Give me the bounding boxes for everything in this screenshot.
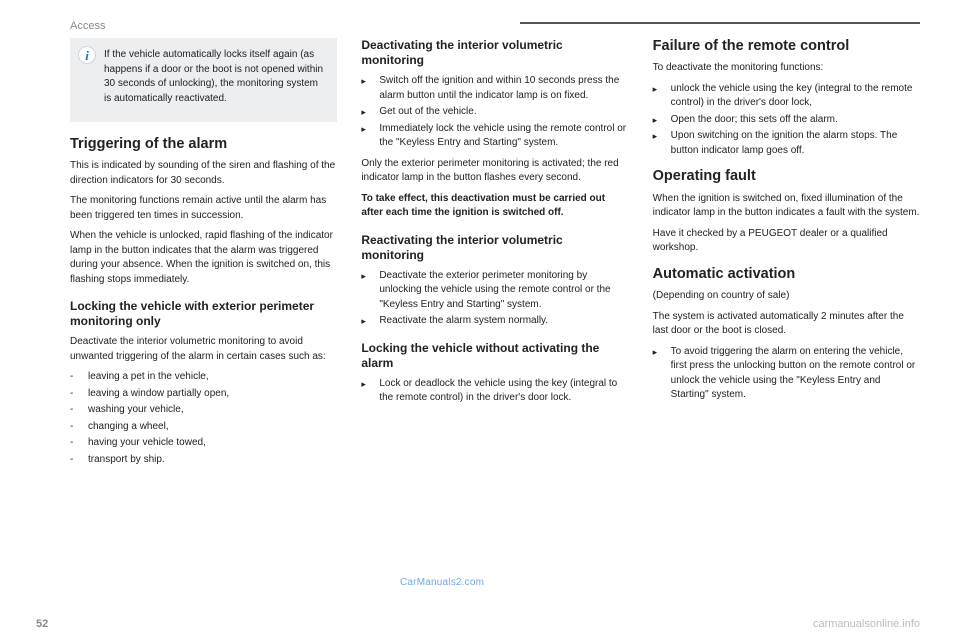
list-item: Reactivate the alarm system normally. — [361, 314, 628, 329]
list-item: unlock the vehicle using the key (integr… — [653, 82, 920, 111]
list-item: To avoid triggering the alarm on enterin… — [653, 345, 920, 403]
subheading-locking-perimeter: Locking the vehicle with exterior perime… — [70, 299, 337, 329]
list-item: Lock or deadlock the vehicle using the k… — [361, 377, 628, 406]
list-item: leaving a pet in the vehicle, — [70, 370, 337, 385]
subheading-reactivate-interior: Reactivating the interior volumetric mon… — [361, 233, 628, 263]
top-rule — [520, 22, 920, 24]
list-item: Open the door; this sets off the alarm. — [653, 113, 920, 128]
list-item: washing your vehicle, — [70, 403, 337, 418]
body-text: Deactivate the interior volumetric monit… — [70, 335, 337, 364]
list-item: Get out of the vehicle. — [361, 105, 628, 120]
footer-watermark: carmanualsonline.info — [813, 618, 920, 630]
list-item: transport by ship. — [70, 453, 337, 468]
body-text: When the ignition is switched on, fixed … — [653, 192, 920, 221]
bold-note: To take effect, this deactivation must b… — [361, 192, 628, 221]
column-2: Deactivating the interior volumetric mon… — [361, 38, 628, 473]
dash-list: leaving a pet in the vehicle, leaving a … — [70, 370, 337, 467]
list-item: Switch off the ignition and within 10 se… — [361, 74, 628, 103]
body-text: When the vehicle is unlocked, rapid flas… — [70, 229, 337, 287]
body-text: Only the exterior perimeter monitoring i… — [361, 157, 628, 186]
body-text: This is indicated by sounding of the sir… — [70, 159, 337, 188]
page-number: 52 — [36, 618, 48, 630]
subheading-locking-no-alarm: Locking the vehicle without activating t… — [361, 341, 628, 371]
body-text: (Depending on country of sale) — [653, 289, 920, 304]
center-watermark: CarManuals2.com — [400, 577, 484, 588]
heading-triggering: Triggering of the alarm — [70, 136, 337, 153]
arrow-list: Deactivate the exterior perimeter monito… — [361, 269, 628, 329]
body-text: To deactivate the monitoring functions: — [653, 61, 920, 76]
heading-operating-fault: Operating fault — [653, 168, 920, 185]
list-item: changing a wheel, — [70, 420, 337, 435]
content-columns: i If the vehicle automatically locks its… — [70, 38, 920, 473]
info-icon: i — [78, 46, 96, 64]
info-text: If the vehicle automatically locks itsel… — [104, 48, 327, 106]
arrow-list: To avoid triggering the alarm on enterin… — [653, 345, 920, 403]
heading-failure-remote: Failure of the remote control — [653, 38, 920, 55]
body-text: The monitoring functions remain active u… — [70, 194, 337, 223]
list-item: Immediately lock the vehicle using the r… — [361, 122, 628, 151]
arrow-list: Switch off the ignition and within 10 se… — [361, 74, 628, 151]
subheading-deactivate-interior: Deactivating the interior volumetric mon… — [361, 38, 628, 68]
column-1: i If the vehicle automatically locks its… — [70, 38, 337, 473]
manual-page: Access i If the vehicle automatically lo… — [0, 0, 960, 640]
body-text: The system is activated automatically 2 … — [653, 310, 920, 339]
arrow-list: unlock the vehicle using the key (integr… — [653, 82, 920, 159]
info-callout: i If the vehicle automatically locks its… — [70, 38, 337, 122]
list-item: Upon switching on the ignition the alarm… — [653, 129, 920, 158]
column-3: Failure of the remote control To deactiv… — [653, 38, 920, 473]
body-text: Have it checked by a PEUGEOT dealer or a… — [653, 227, 920, 256]
heading-automatic-activation: Automatic activation — [653, 266, 920, 283]
list-item: Deactivate the exterior perimeter monito… — [361, 269, 628, 313]
list-item: leaving a window partially open, — [70, 387, 337, 402]
arrow-list: Lock or deadlock the vehicle using the k… — [361, 377, 628, 406]
list-item: having your vehicle towed, — [70, 436, 337, 451]
